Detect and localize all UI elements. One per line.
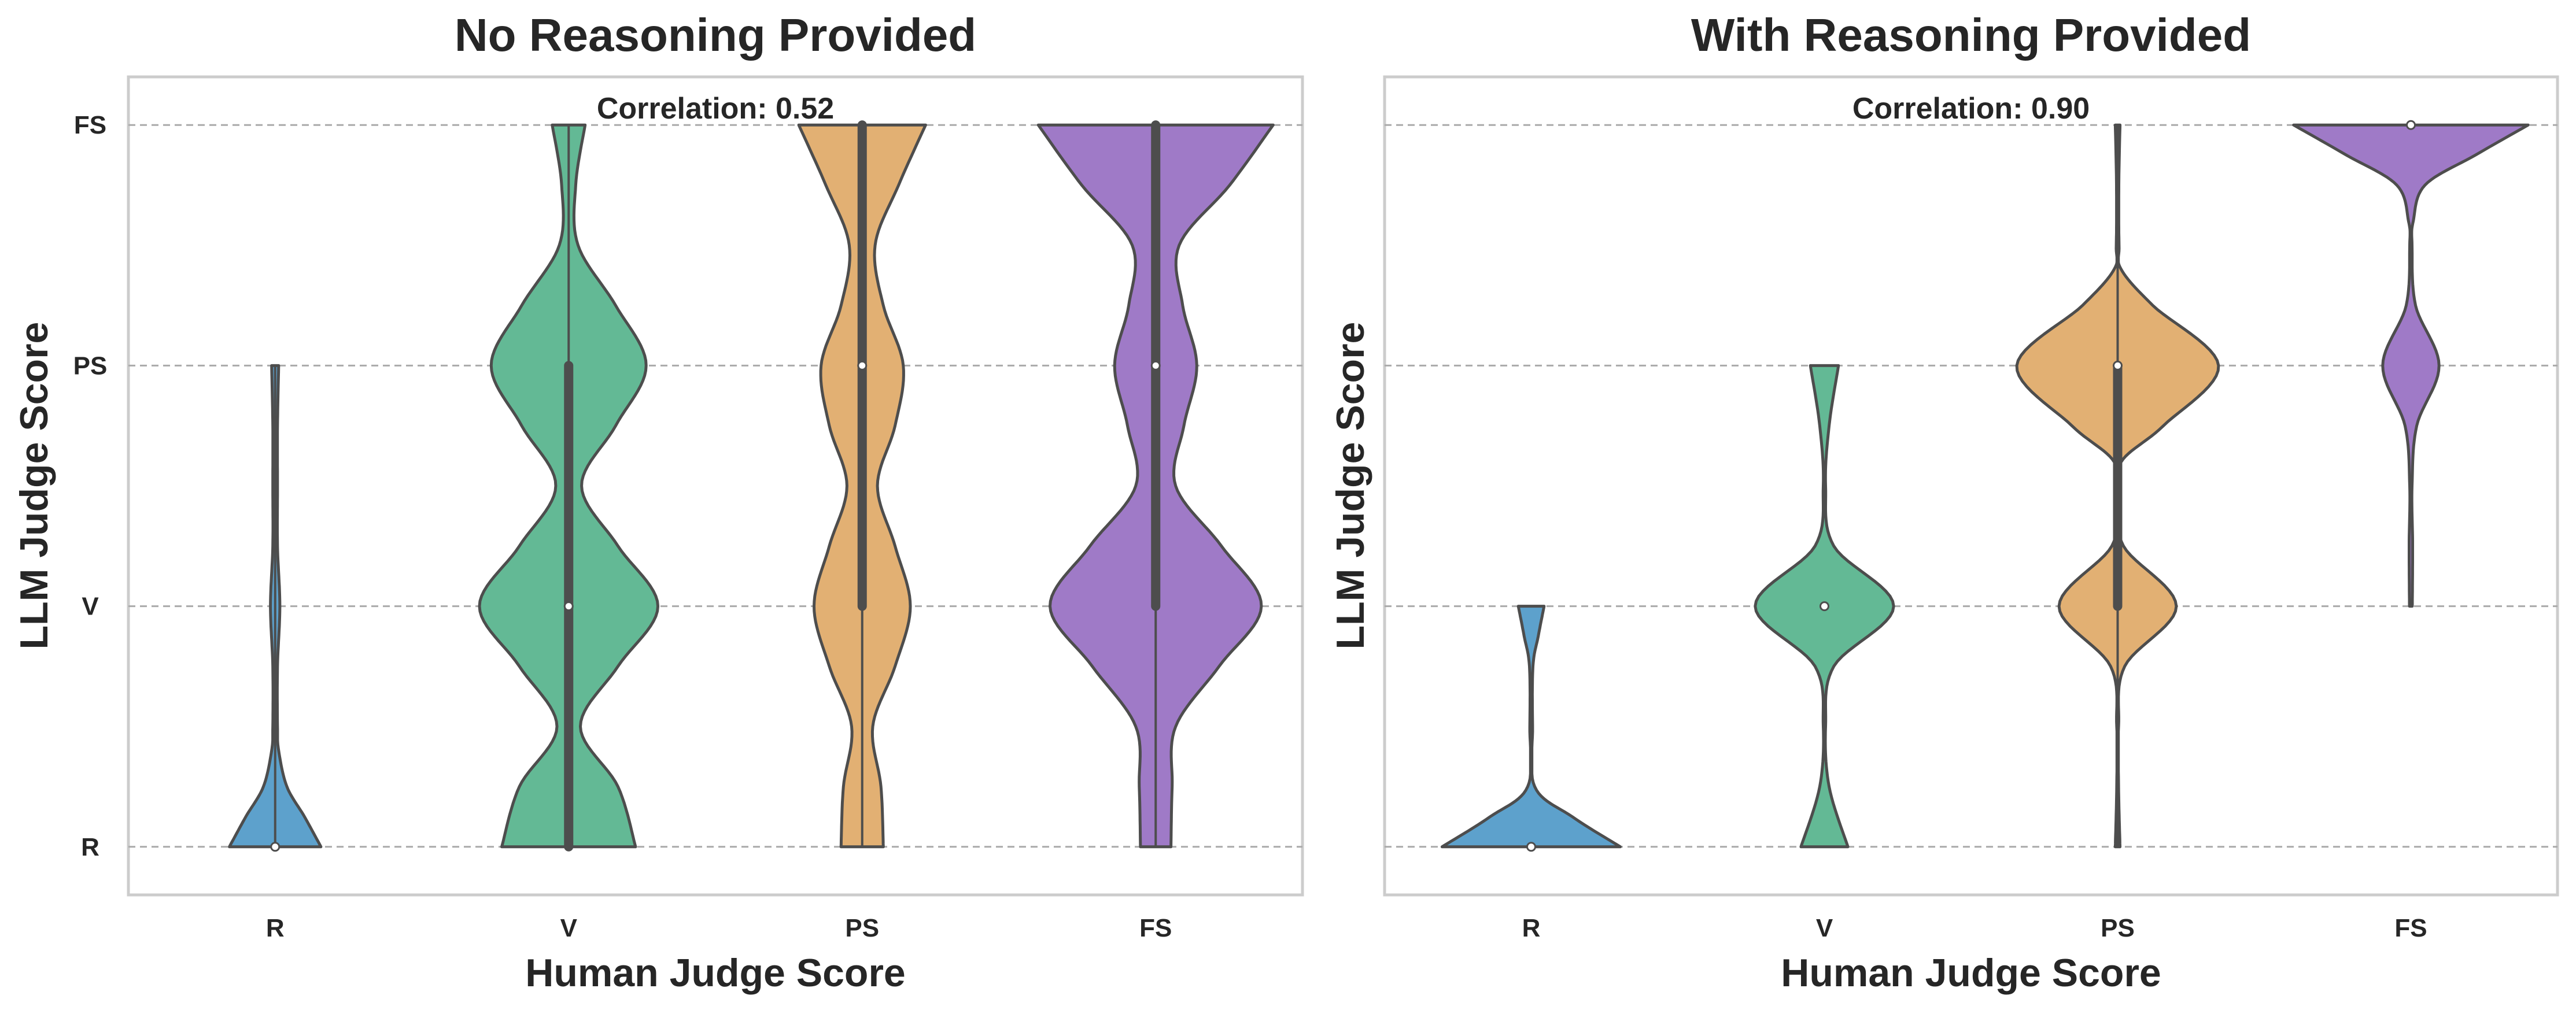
chart-title: With Reasoning Provided bbox=[1691, 9, 2251, 61]
median-marker bbox=[1150, 360, 1161, 371]
x-tick-label: PS bbox=[845, 914, 879, 942]
violin-FS bbox=[2292, 123, 2530, 608]
x-tick-label: FS bbox=[2394, 914, 2427, 942]
median-marker bbox=[270, 842, 281, 852]
x-axis-label: Human Judge Score bbox=[1781, 951, 2161, 995]
y-tick-label: R bbox=[81, 833, 99, 861]
correlation-annotation: Correlation: 0.52 bbox=[597, 92, 834, 125]
y-axis-label: LLM Judge Score bbox=[12, 322, 56, 650]
panel-with-reasoning: With Reasoning Provided Human Judge Scor… bbox=[1328, 9, 2559, 995]
median-marker bbox=[857, 360, 868, 371]
x-tick-label: PS bbox=[2101, 914, 2135, 942]
axes-frame bbox=[127, 75, 1304, 897]
x-tick-label: R bbox=[1522, 914, 1541, 942]
y-tick-label: FS bbox=[74, 111, 106, 139]
y-axis-label: LLM Judge Score bbox=[1328, 322, 1372, 650]
x-tick-label: FS bbox=[1139, 914, 1172, 942]
y-tick-label: V bbox=[82, 593, 99, 621]
y-tick-label: PS bbox=[73, 351, 108, 380]
x-axis-label: Human Judge Score bbox=[525, 951, 906, 995]
x-tick-label: V bbox=[560, 914, 578, 942]
panel-no-reasoning: No Reasoning Provided Human Judge Score … bbox=[12, 9, 1304, 995]
violin-R bbox=[1440, 605, 1622, 849]
median-marker bbox=[1820, 601, 1829, 612]
median-marker bbox=[563, 601, 574, 612]
chart-title: No Reasoning Provided bbox=[455, 9, 976, 61]
x-tick-label: R bbox=[266, 914, 285, 942]
median-marker bbox=[2113, 360, 2123, 371]
median-marker bbox=[2406, 120, 2416, 130]
median-marker bbox=[1526, 842, 1536, 852]
axes-frame bbox=[1383, 75, 2559, 897]
correlation-annotation: Correlation: 0.90 bbox=[1852, 92, 2090, 125]
x-tick-label: V bbox=[1816, 914, 1833, 942]
